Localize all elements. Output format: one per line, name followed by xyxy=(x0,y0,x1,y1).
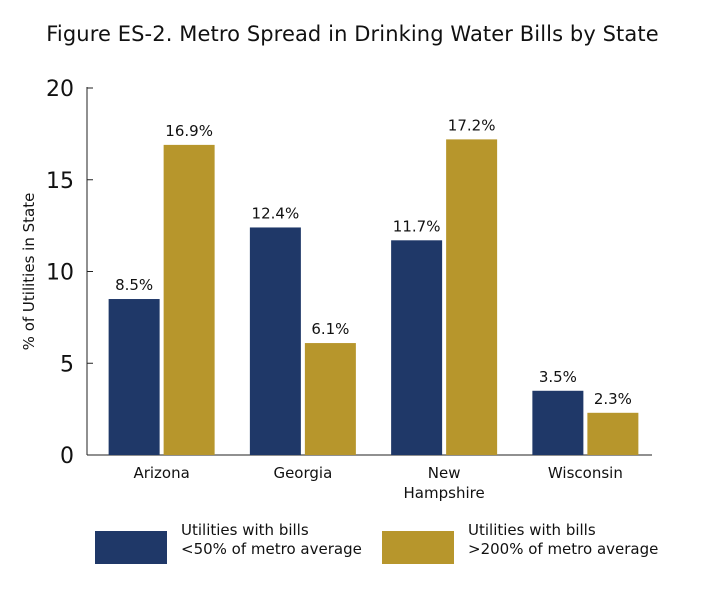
legend-label-line-2: >200% of metro average xyxy=(468,540,659,558)
chart-title: Figure ES-2. Metro Spread in Drinking Wa… xyxy=(46,22,659,46)
x-tick-label: Wisconsin xyxy=(548,464,623,482)
legend-label-series-1: Utilities with bills <50% of metro avera… xyxy=(181,521,362,559)
x-tick-label: Arizona xyxy=(133,464,189,482)
bar-value-label: 11.7% xyxy=(393,217,441,235)
legend-swatch-series-1 xyxy=(95,531,167,564)
legend-label-line-1: Utilities with bills xyxy=(468,521,596,539)
y-tick-label: 20 xyxy=(46,77,74,102)
bar-series-2-3 xyxy=(587,412,639,455)
bar-series-1-0 xyxy=(108,299,160,455)
y-tick-label: 0 xyxy=(60,444,74,469)
legend-item-series-2: Utilities with bills >200% of metro aver… xyxy=(382,521,658,564)
y-tick-label: 5 xyxy=(60,352,74,377)
bar-series-1-2 xyxy=(391,240,443,455)
bar-series-2-2 xyxy=(446,139,498,455)
bar-value-label: 16.9% xyxy=(165,122,213,140)
bar-value-label: 17.2% xyxy=(448,116,496,134)
legend-label-line-2: <50% of metro average xyxy=(181,540,362,558)
bar-value-label: 8.5% xyxy=(115,276,153,294)
bar-series-1-1 xyxy=(249,227,301,455)
bar-value-label: 6.1% xyxy=(311,320,349,338)
x-tick-label: New xyxy=(428,464,461,482)
bar-value-label: 2.3% xyxy=(594,390,632,408)
x-tick-label: Hampshire xyxy=(404,484,485,502)
bar-series-2-1 xyxy=(304,343,356,455)
legend-swatch-series-2 xyxy=(382,531,454,564)
bar-value-label: 12.4% xyxy=(252,204,300,222)
y-tick-label: 15 xyxy=(46,169,74,194)
bar-series-1-3 xyxy=(532,390,584,455)
x-tick-label: Georgia xyxy=(273,464,332,482)
legend-label-line-1: Utilities with bills xyxy=(181,521,309,539)
legend-item-series-1: Utilities with bills <50% of metro avera… xyxy=(95,521,362,564)
y-tick-label: 10 xyxy=(46,261,74,286)
bar-value-label: 3.5% xyxy=(539,368,577,386)
bar-series-2-0 xyxy=(163,144,215,455)
legend-label-series-2: Utilities with bills >200% of metro aver… xyxy=(468,521,658,559)
y-axis-label: % of Utilities in State xyxy=(20,193,38,351)
